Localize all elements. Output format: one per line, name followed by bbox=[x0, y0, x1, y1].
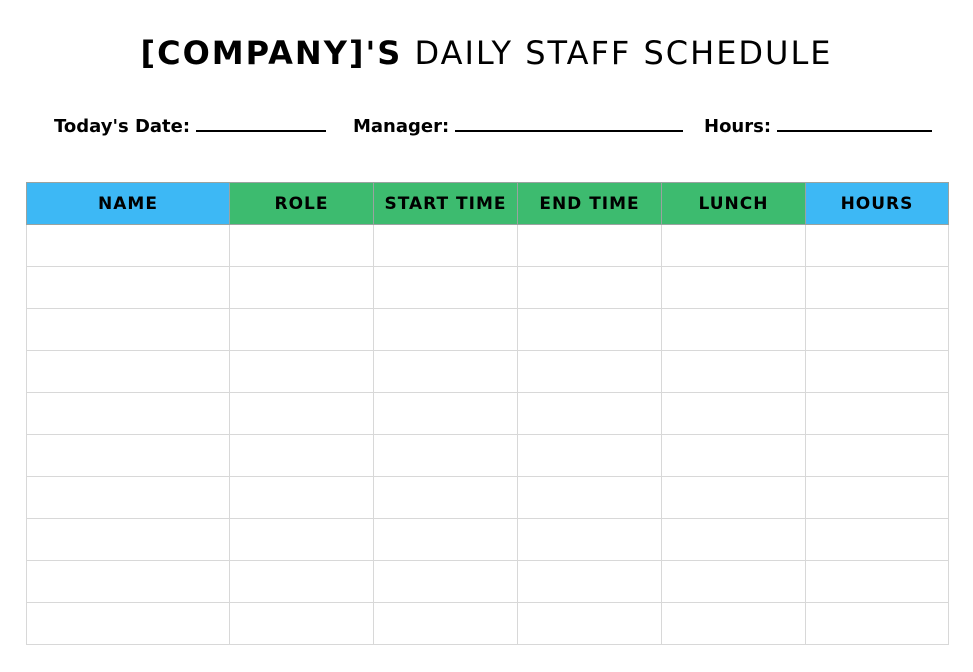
column-header-name: NAME bbox=[26, 182, 230, 225]
table-row bbox=[26, 476, 949, 519]
cell-name[interactable] bbox=[26, 308, 230, 351]
cell-start-time[interactable] bbox=[373, 350, 518, 393]
cell-hours[interactable] bbox=[805, 476, 949, 519]
table-header-row: NAME ROLE START TIME END TIME LUNCH HOUR… bbox=[26, 182, 949, 225]
title-company: [COMPANY]'S bbox=[140, 34, 403, 72]
cell-hours[interactable] bbox=[805, 308, 949, 351]
cell-lunch[interactable] bbox=[661, 350, 806, 393]
hours-field[interactable]: Hours: bbox=[704, 116, 933, 137]
table-row bbox=[26, 350, 949, 393]
cell-start-time[interactable] bbox=[373, 434, 518, 477]
cell-hours[interactable] bbox=[805, 560, 949, 603]
cell-lunch[interactable] bbox=[661, 518, 806, 561]
cell-name[interactable] bbox=[26, 392, 230, 435]
cell-name[interactable] bbox=[26, 602, 230, 645]
cell-start-time[interactable] bbox=[373, 308, 518, 351]
cell-end-time[interactable] bbox=[517, 308, 662, 351]
cell-hours[interactable] bbox=[805, 434, 949, 477]
cell-start-time[interactable] bbox=[373, 224, 518, 267]
table-row bbox=[26, 434, 949, 477]
date-label: Today's Date: bbox=[54, 116, 191, 137]
table-body bbox=[26, 224, 949, 645]
cell-lunch[interactable] bbox=[661, 476, 806, 519]
column-header-role: ROLE bbox=[229, 182, 374, 225]
cell-hours[interactable] bbox=[805, 266, 949, 309]
cell-end-time[interactable] bbox=[517, 518, 662, 561]
cell-end-time[interactable] bbox=[517, 602, 662, 645]
cell-end-time[interactable] bbox=[517, 224, 662, 267]
table-row bbox=[26, 602, 949, 645]
cell-name[interactable] bbox=[26, 266, 230, 309]
cell-hours[interactable] bbox=[805, 392, 949, 435]
cell-lunch[interactable] bbox=[661, 392, 806, 435]
header-fields: Today's Date: Manager: Hours: bbox=[54, 116, 944, 142]
cell-lunch[interactable] bbox=[661, 224, 806, 267]
cell-role[interactable] bbox=[229, 518, 374, 561]
cell-role[interactable] bbox=[229, 392, 374, 435]
cell-end-time[interactable] bbox=[517, 434, 662, 477]
cell-lunch[interactable] bbox=[661, 266, 806, 309]
cell-start-time[interactable] bbox=[373, 518, 518, 561]
cell-role[interactable] bbox=[229, 476, 374, 519]
title-text: DAILY STAFF SCHEDULE bbox=[414, 34, 833, 72]
date-field[interactable]: Today's Date: bbox=[54, 116, 327, 137]
hours-label: Hours: bbox=[704, 116, 772, 137]
cell-role[interactable] bbox=[229, 560, 374, 603]
table-row bbox=[26, 518, 949, 561]
table-row bbox=[26, 392, 949, 435]
cell-end-time[interactable] bbox=[517, 392, 662, 435]
cell-hours[interactable] bbox=[805, 350, 949, 393]
cell-end-time[interactable] bbox=[517, 266, 662, 309]
table-row bbox=[26, 266, 949, 309]
cell-name[interactable] bbox=[26, 350, 230, 393]
cell-role[interactable] bbox=[229, 224, 374, 267]
column-header-hours: HOURS bbox=[805, 182, 949, 225]
cell-role[interactable] bbox=[229, 602, 374, 645]
cell-hours[interactable] bbox=[805, 602, 949, 645]
cell-hours[interactable] bbox=[805, 518, 949, 561]
cell-name[interactable] bbox=[26, 560, 230, 603]
cell-end-time[interactable] bbox=[517, 476, 662, 519]
cell-name[interactable] bbox=[26, 476, 230, 519]
cell-name[interactable] bbox=[26, 434, 230, 477]
cell-role[interactable] bbox=[229, 434, 374, 477]
manager-blank-line[interactable] bbox=[455, 116, 684, 132]
manager-label: Manager: bbox=[353, 116, 450, 137]
cell-start-time[interactable] bbox=[373, 560, 518, 603]
cell-start-time[interactable] bbox=[373, 602, 518, 645]
column-header-end-time: END TIME bbox=[517, 182, 662, 225]
cell-role[interactable] bbox=[229, 308, 374, 351]
cell-role[interactable] bbox=[229, 266, 374, 309]
cell-end-time[interactable] bbox=[517, 350, 662, 393]
table-row bbox=[26, 308, 949, 351]
date-blank-line[interactable] bbox=[196, 116, 327, 132]
cell-lunch[interactable] bbox=[661, 308, 806, 351]
cell-start-time[interactable] bbox=[373, 476, 518, 519]
table-row bbox=[26, 560, 949, 603]
cell-hours[interactable] bbox=[805, 224, 949, 267]
cell-name[interactable] bbox=[26, 224, 230, 267]
column-header-lunch: LUNCH bbox=[661, 182, 806, 225]
cell-end-time[interactable] bbox=[517, 560, 662, 603]
cell-role[interactable] bbox=[229, 350, 374, 393]
table-row bbox=[26, 224, 949, 267]
page-title: [COMPANY]'S DAILY STAFF SCHEDULE bbox=[0, 34, 973, 72]
cell-lunch[interactable] bbox=[661, 434, 806, 477]
column-header-start-time: START TIME bbox=[373, 182, 518, 225]
manager-field[interactable]: Manager: bbox=[353, 116, 684, 137]
cell-start-time[interactable] bbox=[373, 266, 518, 309]
cell-start-time[interactable] bbox=[373, 392, 518, 435]
cell-name[interactable] bbox=[26, 518, 230, 561]
cell-lunch[interactable] bbox=[661, 602, 806, 645]
cell-lunch[interactable] bbox=[661, 560, 806, 603]
schedule-table: NAME ROLE START TIME END TIME LUNCH HOUR… bbox=[26, 182, 949, 645]
hours-blank-line[interactable] bbox=[777, 116, 933, 132]
